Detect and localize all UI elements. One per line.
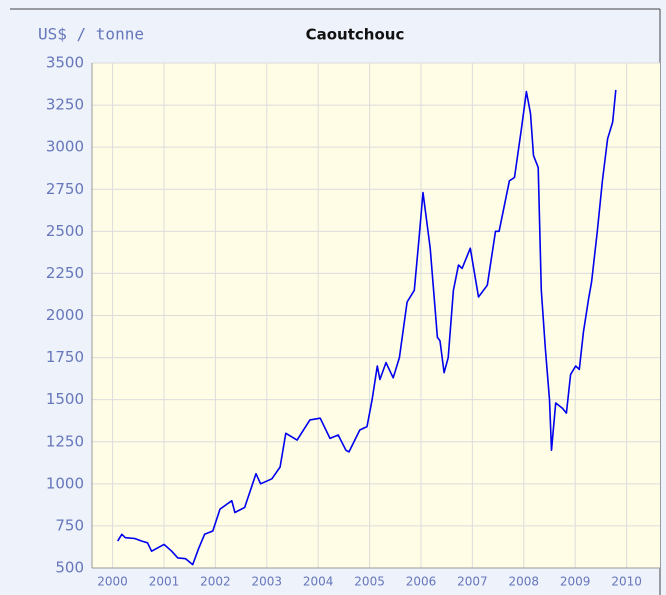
y-tick-label: 2000 [46, 306, 84, 324]
y-tick-label: 3250 [46, 96, 84, 114]
y-tick-label: 3000 [46, 138, 84, 156]
x-tick-label: 2003 [251, 575, 282, 589]
x-tick-label: 2009 [560, 575, 591, 589]
y-tick-label: 2500 [46, 222, 84, 240]
x-tick-label: 2008 [509, 575, 540, 589]
x-tick-label: 2005 [354, 575, 385, 589]
y-tick-label: 750 [55, 516, 84, 534]
y-tick-label: 1250 [46, 432, 84, 450]
y-axis-label: US$ / tonne [38, 25, 144, 44]
y-tick-label: 2250 [46, 264, 84, 282]
y-tick-label: 500 [55, 559, 84, 577]
x-tick-label: 2007 [457, 575, 488, 589]
x-tick-label: 2006 [406, 575, 437, 589]
y-tick-label: 2750 [46, 180, 84, 198]
x-tick-label: 2004 [303, 575, 334, 589]
x-tick-label: 2010 [611, 575, 642, 589]
y-tick-label: 3500 [46, 54, 84, 72]
data-line [117, 89, 617, 566]
x-tick-label: 2001 [149, 575, 180, 589]
x-tick-label: 2002 [200, 575, 231, 589]
x-tick-label: 2000 [97, 575, 128, 589]
chart-title: Caoutchouc [306, 26, 405, 44]
y-tick-label: 1750 [46, 348, 84, 366]
y-tick-label: 1500 [46, 390, 84, 408]
y-tick-label: 1000 [46, 474, 84, 492]
